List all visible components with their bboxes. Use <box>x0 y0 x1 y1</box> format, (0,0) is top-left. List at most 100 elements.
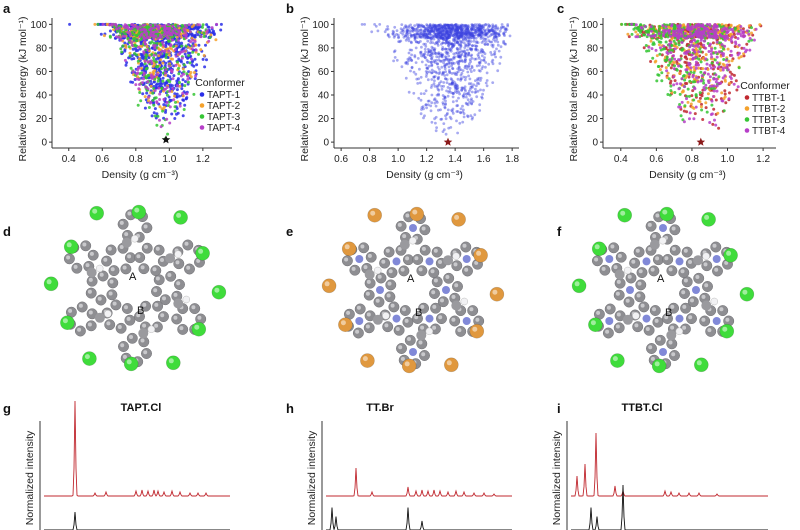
atom-highlight <box>78 303 83 308</box>
data-point <box>464 37 468 40</box>
data-point <box>445 39 449 42</box>
data-point <box>468 101 471 104</box>
data-point <box>425 34 429 37</box>
data-point <box>410 59 413 62</box>
data-point <box>463 59 467 63</box>
data-point <box>487 25 490 29</box>
data-point <box>118 28 122 32</box>
data-point <box>496 40 500 44</box>
data-point <box>706 96 710 100</box>
data-point <box>183 52 187 56</box>
data-point <box>664 40 668 44</box>
data-point <box>432 30 436 34</box>
data-point <box>466 36 470 40</box>
data-point <box>198 30 202 34</box>
data-point <box>458 36 461 40</box>
data-point <box>750 26 753 30</box>
data-point <box>457 43 461 47</box>
data-point <box>444 132 448 136</box>
x-tick-label: 1.0 <box>162 154 176 165</box>
data-point <box>441 36 445 40</box>
data-point <box>462 33 466 37</box>
data-point <box>180 44 184 48</box>
data-point <box>483 29 487 33</box>
data-point <box>445 47 449 51</box>
data-point <box>443 105 447 109</box>
data-point <box>416 36 419 39</box>
hydrogen-atom <box>409 236 417 245</box>
data-point <box>190 25 194 29</box>
data-point <box>470 25 474 29</box>
atom-highlight <box>714 267 719 272</box>
atom-highlight <box>365 291 370 296</box>
atom-highlight <box>88 310 93 315</box>
data-point <box>494 26 498 30</box>
data-point <box>454 87 457 91</box>
data-point <box>482 59 486 62</box>
carbon-atom <box>173 298 184 309</box>
data-point <box>493 33 497 37</box>
data-point <box>692 117 696 121</box>
data-point <box>386 33 390 36</box>
data-point <box>455 110 459 113</box>
data-point <box>142 77 145 81</box>
data-point <box>447 33 451 37</box>
data-point <box>714 50 718 54</box>
data-point <box>449 58 453 61</box>
data-point <box>469 31 473 35</box>
data-point <box>664 66 668 70</box>
ion-highlight <box>476 250 482 256</box>
data-point <box>427 60 430 63</box>
data-point <box>175 92 179 96</box>
data-point <box>437 72 441 75</box>
data-point <box>480 48 484 51</box>
data-point <box>441 101 445 104</box>
data-point <box>456 55 459 58</box>
data-point <box>476 53 480 57</box>
data-point <box>182 49 186 53</box>
data-point <box>181 94 185 98</box>
data-point <box>178 84 182 88</box>
data-point <box>455 84 459 87</box>
data-point <box>464 24 468 27</box>
atom-highlight <box>606 305 611 310</box>
molecular-framework <box>341 211 485 370</box>
data-point <box>458 68 461 72</box>
data-point <box>199 48 203 52</box>
data-point <box>446 112 449 115</box>
data-point <box>398 40 402 44</box>
data-point <box>430 101 434 105</box>
data-point <box>451 100 455 104</box>
data-point <box>407 26 411 29</box>
data-point <box>450 64 453 68</box>
data-point <box>199 35 203 39</box>
carbon-atom <box>121 237 132 248</box>
data-point <box>397 35 400 39</box>
data-point <box>467 53 470 57</box>
panel-letter-g: g <box>3 401 11 416</box>
data-point <box>484 23 487 26</box>
data-point <box>437 92 440 96</box>
data-point <box>433 97 437 101</box>
data-point <box>455 25 458 29</box>
data-point <box>487 29 491 32</box>
data-point <box>468 77 472 81</box>
data-point <box>428 30 432 33</box>
data-point <box>466 103 470 107</box>
legend-marker <box>744 95 750 100</box>
data-point <box>405 31 409 35</box>
data-point <box>178 104 182 108</box>
data-point <box>709 113 713 116</box>
data-point <box>139 99 143 103</box>
data-point <box>712 107 716 111</box>
data-point <box>477 29 481 32</box>
data-point <box>745 29 749 33</box>
data-point <box>455 41 459 44</box>
data-point <box>463 78 467 82</box>
data-point <box>720 51 724 55</box>
data-point <box>416 30 420 34</box>
data-point <box>436 52 440 55</box>
y-axis-label: Relative total energy (kJ mol⁻¹) <box>568 16 580 161</box>
data-point <box>464 27 468 31</box>
atom-highlight <box>363 265 368 270</box>
